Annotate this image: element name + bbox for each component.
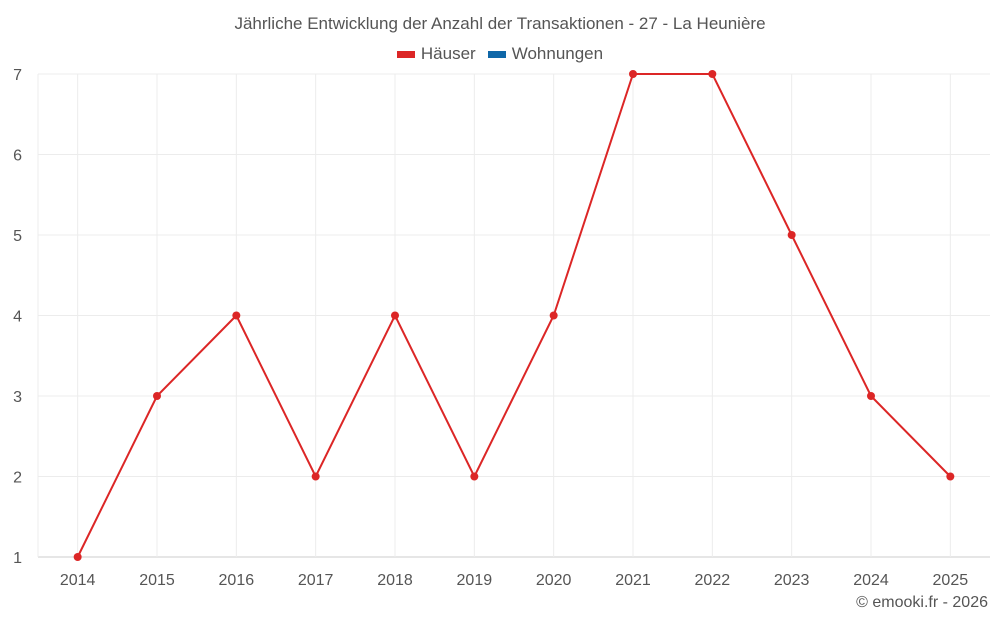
data-point [787, 231, 796, 239]
x-tick-label: 2022 [695, 572, 731, 589]
legend: Häuser Wohnungen [0, 44, 1000, 64]
x-tick-label: 2018 [377, 572, 413, 589]
y-tick-label: 1 [13, 550, 22, 567]
series-line-0 [76, 73, 952, 558]
legend-swatch-wohnungen [487, 50, 506, 58]
legend-label-wohnungen: Wohnungen [511, 44, 604, 63]
y-tick-label: 7 [13, 67, 22, 84]
legend-swatch-haeuser [396, 50, 415, 58]
x-tick-label: 2014 [60, 572, 96, 589]
data-point [708, 70, 717, 78]
x-tick-label: 2019 [457, 572, 493, 589]
x-tick-label: 2023 [774, 572, 810, 589]
data-point [153, 392, 161, 400]
legend-item-haeuser[interactable]: Häuser [396, 44, 476, 64]
y-tick-label: 5 [13, 228, 22, 245]
y-tick-label: 6 [13, 148, 22, 165]
data-point [867, 392, 875, 400]
data-point [946, 472, 955, 481]
y-tick-label: 4 [13, 309, 22, 326]
x-tick-label: 2015 [139, 572, 175, 589]
legend-label-haeuser: Häuser [420, 44, 476, 63]
data-point [549, 311, 558, 320]
x-tick-label: 2020 [536, 572, 572, 589]
data-point [73, 553, 82, 561]
legend-item-wohnungen[interactable]: Wohnungen [487, 44, 604, 64]
x-tick-label: 2017 [298, 572, 334, 589]
x-tick-label: 2021 [615, 572, 651, 589]
data-point [470, 472, 479, 481]
y-tick-label: 2 [13, 470, 22, 487]
x-tick-label: 2024 [853, 572, 889, 589]
data-point [311, 472, 320, 481]
chart-title: Jährliche Entwicklung der Anzahl der Tra… [234, 14, 766, 33]
data-point [232, 311, 241, 320]
x-tick-label: 2025 [933, 572, 969, 589]
data-point [629, 70, 637, 78]
x-tick-label: 2016 [219, 572, 255, 589]
y-tick-label: 3 [13, 389, 22, 406]
data-point [391, 311, 399, 320]
credit-text: © emooki.fr - 2026 [856, 594, 988, 611]
